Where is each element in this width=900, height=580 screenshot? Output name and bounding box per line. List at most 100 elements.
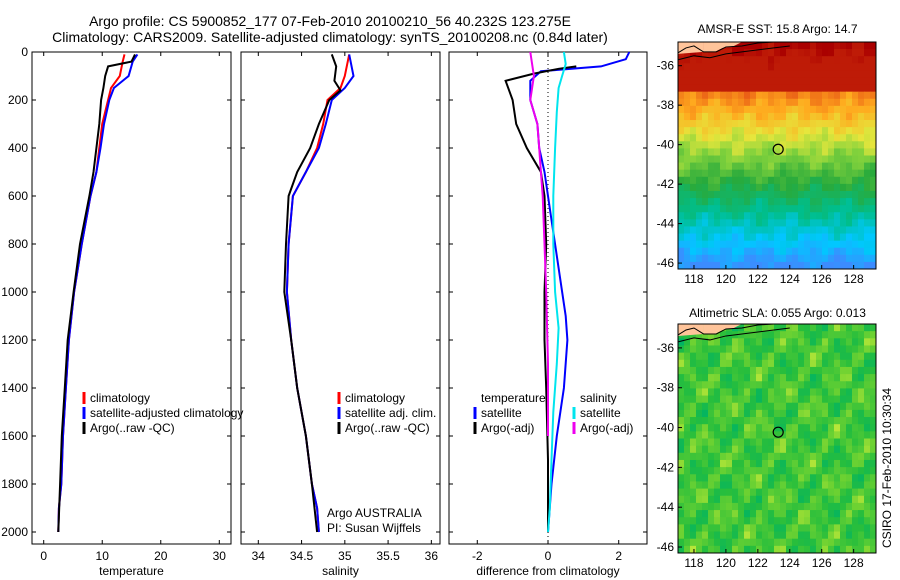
map-cell: [804, 84, 811, 93]
map-cell: [750, 56, 757, 64]
map-cell: [828, 240, 835, 249]
map-cell: [780, 366, 787, 375]
map-cell: [852, 162, 859, 171]
map-cell: [804, 324, 811, 332]
map-cell: [822, 345, 829, 354]
map-cell: [714, 474, 721, 482]
map-cell: [780, 402, 787, 411]
map-cell: [726, 77, 733, 86]
map-cell: [846, 198, 853, 206]
map-cell: [768, 381, 775, 389]
map-cell: [696, 247, 703, 256]
map-cell: [696, 261, 703, 270]
map-cell: [780, 77, 787, 86]
map-cell: [864, 481, 871, 490]
map-cell: [870, 381, 877, 389]
map-cell: [684, 198, 691, 206]
map-cell: [750, 345, 757, 354]
map-cell: [744, 324, 751, 332]
map-cell: [834, 84, 841, 93]
map-cell: [786, 545, 793, 554]
map-cell: [858, 459, 865, 468]
map-cell: [768, 388, 775, 397]
map-cell: [852, 459, 859, 468]
map-cell: [720, 502, 727, 511]
map-cell: [684, 345, 691, 354]
map-cell: [786, 374, 793, 382]
map-cell: [708, 240, 715, 249]
map-cell: [762, 366, 769, 375]
map-cell: [846, 531, 853, 540]
map-cell: [798, 402, 805, 411]
map-cell: [780, 545, 787, 554]
map-cell: [768, 359, 775, 368]
map-cell: [762, 324, 769, 332]
map-cell: [840, 538, 847, 547]
map-cell: [744, 431, 751, 439]
map-cell: [720, 219, 727, 227]
lon-tick-label: 124: [780, 556, 800, 570]
map-cell: [780, 105, 787, 114]
map-cell: [810, 127, 817, 135]
map-cell: [822, 219, 829, 227]
map-cell: [798, 452, 805, 461]
map-cell: [732, 510, 739, 518]
map-cell: [792, 183, 799, 192]
map-cell: [696, 445, 703, 454]
map-cell: [684, 524, 691, 533]
map-cell: [762, 359, 769, 368]
map-cell: [864, 495, 871, 504]
map-cell: [738, 198, 745, 206]
map-cell: [678, 98, 685, 107]
map-cell: [714, 155, 721, 164]
map-cell: [684, 359, 691, 368]
map-cell: [858, 205, 865, 213]
map-cell: [738, 155, 745, 164]
map-cell: [738, 141, 745, 149]
map-cell: [786, 105, 793, 114]
map-cell: [678, 155, 685, 164]
map-cell: [756, 524, 763, 533]
map-cell: [732, 70, 739, 78]
map-cell: [726, 502, 733, 511]
map-cell: [798, 183, 805, 192]
map-cell: [690, 438, 697, 447]
map-cell: [858, 70, 865, 78]
map-cell: [720, 56, 727, 64]
map-cell: [828, 77, 835, 86]
map-cell: [684, 402, 691, 411]
map-cell: [750, 198, 757, 206]
map-cell: [822, 198, 829, 206]
map-cell: [750, 417, 757, 425]
map-cell: [696, 98, 703, 107]
map-cell: [780, 190, 787, 199]
map-cell: [786, 517, 793, 525]
map-cell: [708, 524, 715, 533]
map-cell: [828, 545, 835, 554]
map-cell: [738, 247, 745, 256]
map-cell: [684, 395, 691, 404]
map-cell: [738, 474, 745, 482]
map-cell: [780, 445, 787, 454]
map-cell: [870, 409, 877, 418]
map-cell: [810, 49, 817, 57]
map-cell: [726, 531, 733, 540]
map-cell: [840, 219, 847, 227]
map-cell: [750, 467, 757, 475]
map-cell: [726, 98, 733, 107]
map-cell: [870, 531, 877, 540]
map-cell: [726, 445, 733, 454]
map-cell: [684, 105, 691, 114]
map-cell: [744, 254, 751, 263]
map-cell: [840, 127, 847, 135]
map-cell: [690, 531, 697, 540]
map-cell: [774, 538, 781, 547]
map-cell: [804, 70, 811, 78]
map-cell: [864, 510, 871, 518]
map-cell: [774, 331, 781, 339]
map-cell: [690, 98, 697, 107]
map-cell: [726, 141, 733, 149]
map-cell: [786, 261, 793, 270]
map-cell: [702, 467, 709, 475]
map-cell: [726, 63, 733, 71]
